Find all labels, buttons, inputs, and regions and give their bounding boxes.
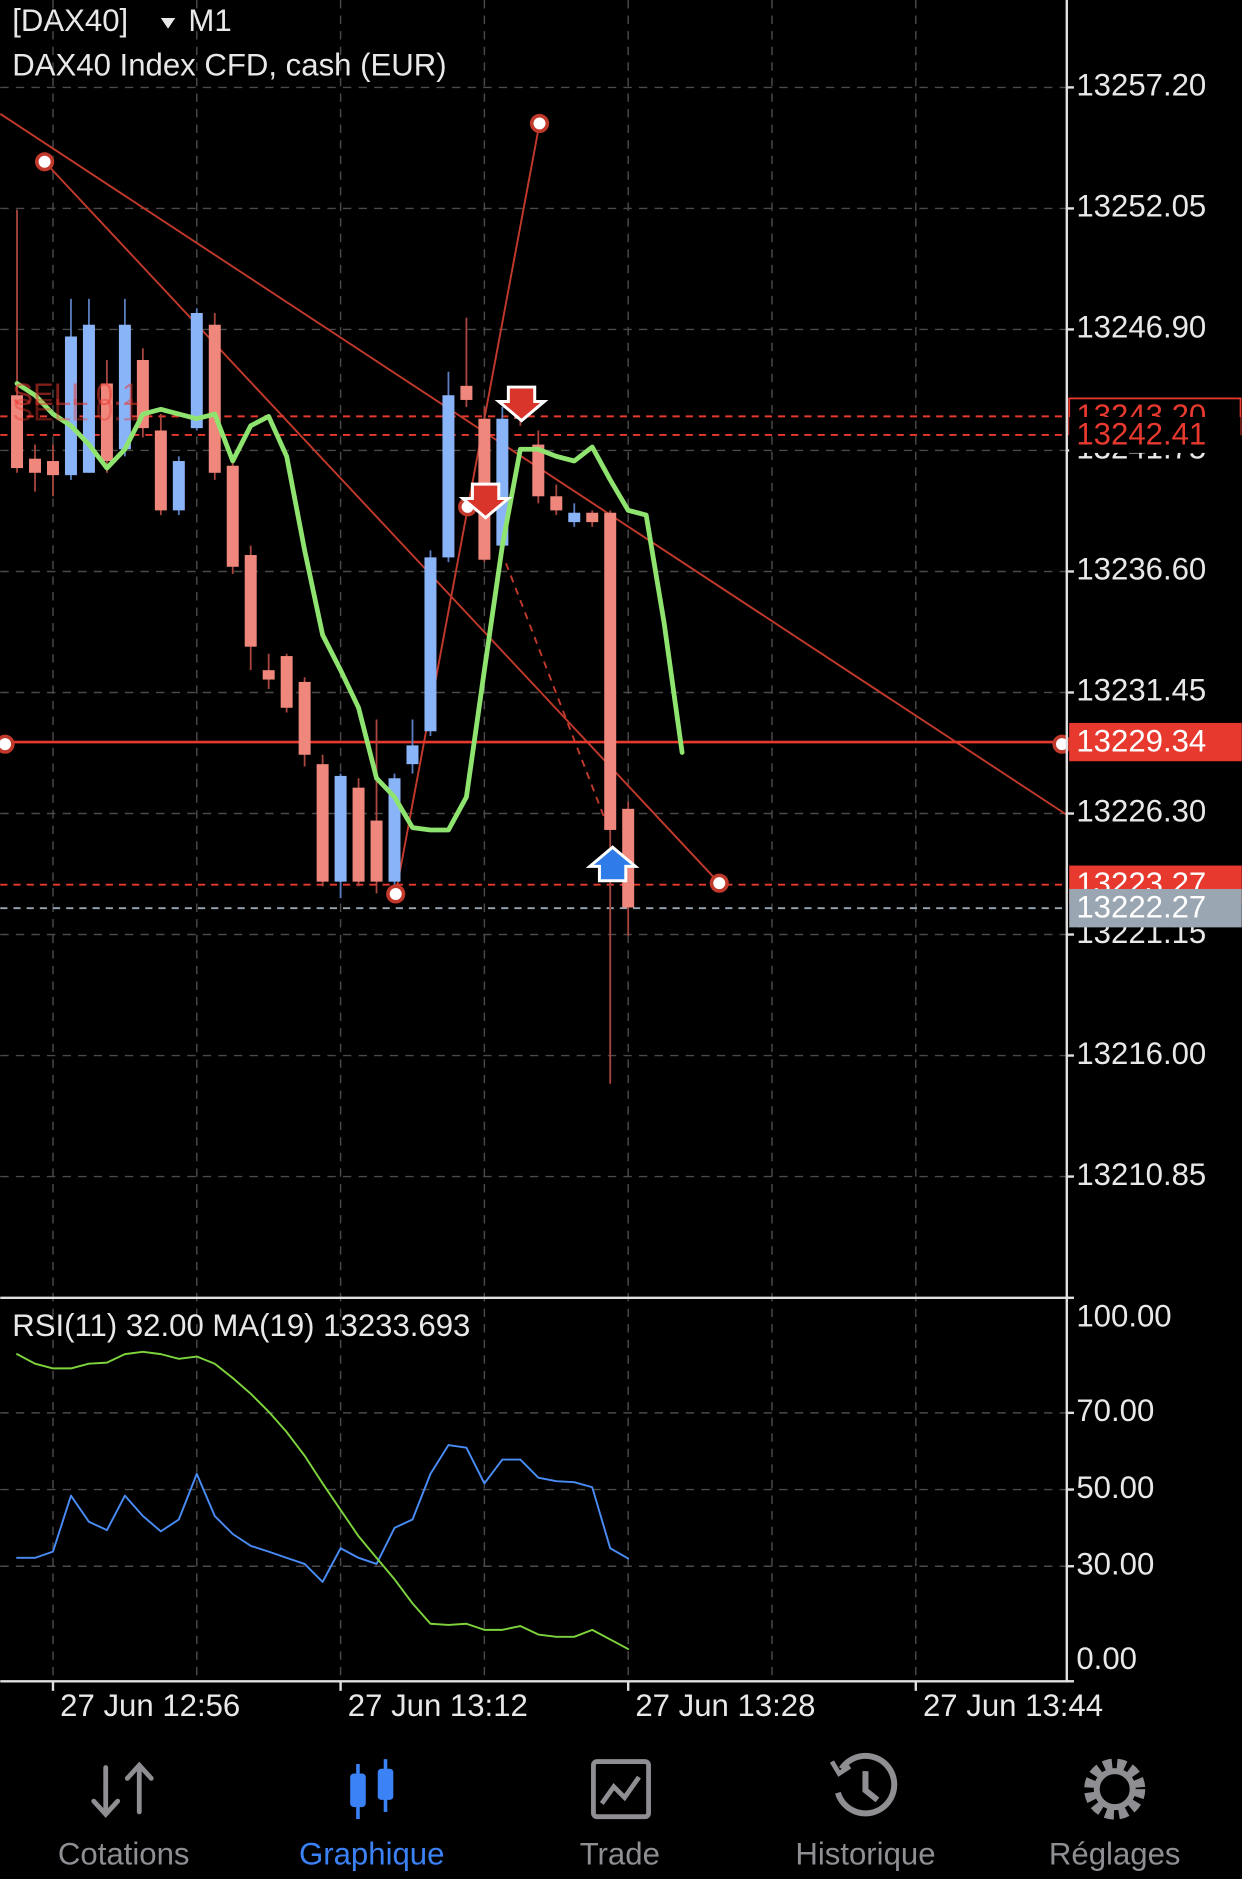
candle-body xyxy=(208,324,221,473)
y-tick-label: 13236.60 xyxy=(1076,552,1206,587)
tab-label[interactable]: Réglages xyxy=(1049,1836,1181,1871)
candle-body xyxy=(370,820,383,882)
icon-history xyxy=(829,1752,898,1817)
icon-settings xyxy=(1084,1758,1146,1820)
y-tick-label: 13216.00 xyxy=(1076,1036,1206,1071)
tab-label[interactable]: Cotations xyxy=(58,1836,190,1871)
y-tick-label: 13210.85 xyxy=(1076,1157,1206,1192)
candle-body xyxy=(442,395,455,558)
icon-chart xyxy=(350,1759,394,1820)
price-tag-label: 13229.34 xyxy=(1076,724,1206,759)
candle-body xyxy=(388,778,401,882)
buy-arrow xyxy=(585,845,640,883)
dropdown-caret xyxy=(160,17,176,29)
candle-body xyxy=(136,359,149,429)
y-tick-label: 13246.90 xyxy=(1076,310,1206,345)
candle-body xyxy=(460,385,473,400)
candle-body xyxy=(100,383,113,462)
candle-body xyxy=(622,808,635,908)
grid-layer xyxy=(0,0,1067,1682)
price-tag xyxy=(1069,889,1242,928)
candle-body xyxy=(352,787,365,882)
y-tick-label: 70.00 xyxy=(1076,1393,1154,1428)
sell-arrow xyxy=(458,482,513,520)
candle-body xyxy=(172,461,185,511)
sell-arrow xyxy=(494,385,549,423)
candle-body xyxy=(550,496,563,511)
moving-average xyxy=(14,381,685,833)
description: DAX40 Index CFD, cash (EUR) xyxy=(12,47,446,82)
candle-body xyxy=(11,395,24,469)
axis-layer: 13257.2013252.0513246.9013241.7513236.60… xyxy=(51,68,1242,1723)
anchor xyxy=(0,734,15,754)
anchor xyxy=(386,884,406,904)
candle-body xyxy=(226,465,239,567)
candle-body xyxy=(568,512,581,523)
y-tick-label: 13231.45 xyxy=(1076,673,1206,708)
y-tick-label: 30.00 xyxy=(1076,1546,1154,1581)
y-tick-label: 13257.20 xyxy=(1076,68,1206,103)
icon-trade xyxy=(591,1759,651,1820)
symbol[interactable]: [DAX40] xyxy=(12,3,128,38)
indicator-title: RSI(11) 32.00 MA(19) 13233.693 xyxy=(12,1308,470,1343)
candle-body xyxy=(298,681,311,755)
frame xyxy=(0,0,1070,1683)
candle-body xyxy=(532,444,545,497)
y-tick-label: 13252.05 xyxy=(1076,189,1206,224)
trade-arrows xyxy=(458,385,640,883)
candle-body xyxy=(118,324,131,450)
candle-body xyxy=(64,336,77,476)
price-tag-label: 13242.41 xyxy=(1076,416,1206,451)
tab-bar: Cotations Graphique Trade Historique Réglage… xyxy=(58,1752,1181,1871)
candle-body xyxy=(586,512,599,523)
anchor xyxy=(35,152,55,172)
anchor xyxy=(529,113,550,134)
price-layer xyxy=(0,415,1067,910)
candle-body xyxy=(190,312,203,429)
candle-body xyxy=(496,418,509,546)
plot-layer xyxy=(11,209,685,1650)
candle-body xyxy=(406,745,419,765)
icon-quotes xyxy=(91,1761,154,1818)
candle-body xyxy=(46,461,59,476)
order-label: SELL 0.1 xyxy=(12,377,139,412)
candle-body xyxy=(280,656,293,708)
tab-label[interactable]: Trade xyxy=(580,1836,660,1871)
candle-body xyxy=(604,512,617,830)
candle-body xyxy=(82,324,95,473)
candle-body xyxy=(244,555,257,647)
order-label: SELL 0.1 xyxy=(12,392,139,427)
x-tick-label: 27 Jun 13:12 xyxy=(348,1688,528,1723)
x-tick-label: 27 Jun 13:44 xyxy=(923,1688,1103,1723)
candle-body xyxy=(424,557,437,732)
indicator-line xyxy=(16,1444,630,1583)
candle-body xyxy=(154,430,167,511)
candle-body xyxy=(29,458,42,473)
tab-label[interactable]: Graphique xyxy=(299,1836,444,1871)
anchor xyxy=(709,873,729,893)
y-tick-label: 13226.30 xyxy=(1076,794,1206,829)
y-tick-label: 0.00 xyxy=(1076,1641,1137,1676)
y-tick-label: 50.00 xyxy=(1076,1470,1154,1505)
price-tag-label: 13222.27 xyxy=(1076,890,1206,925)
candle-body xyxy=(262,670,275,680)
price-tag xyxy=(1069,722,1242,762)
timeframe[interactable]: M1 xyxy=(188,3,231,38)
x-tick-label: 27 Jun 13:28 xyxy=(635,1688,815,1723)
indicator-line xyxy=(16,1350,630,1650)
y-tick-label: 100.00 xyxy=(1076,1298,1171,1333)
candle-body xyxy=(334,775,347,882)
candle-body xyxy=(316,764,329,882)
tab-label[interactable]: Historique xyxy=(795,1836,935,1871)
x-tick-label: 27 Jun 12:56 xyxy=(60,1688,240,1723)
price-tag xyxy=(1069,416,1241,453)
